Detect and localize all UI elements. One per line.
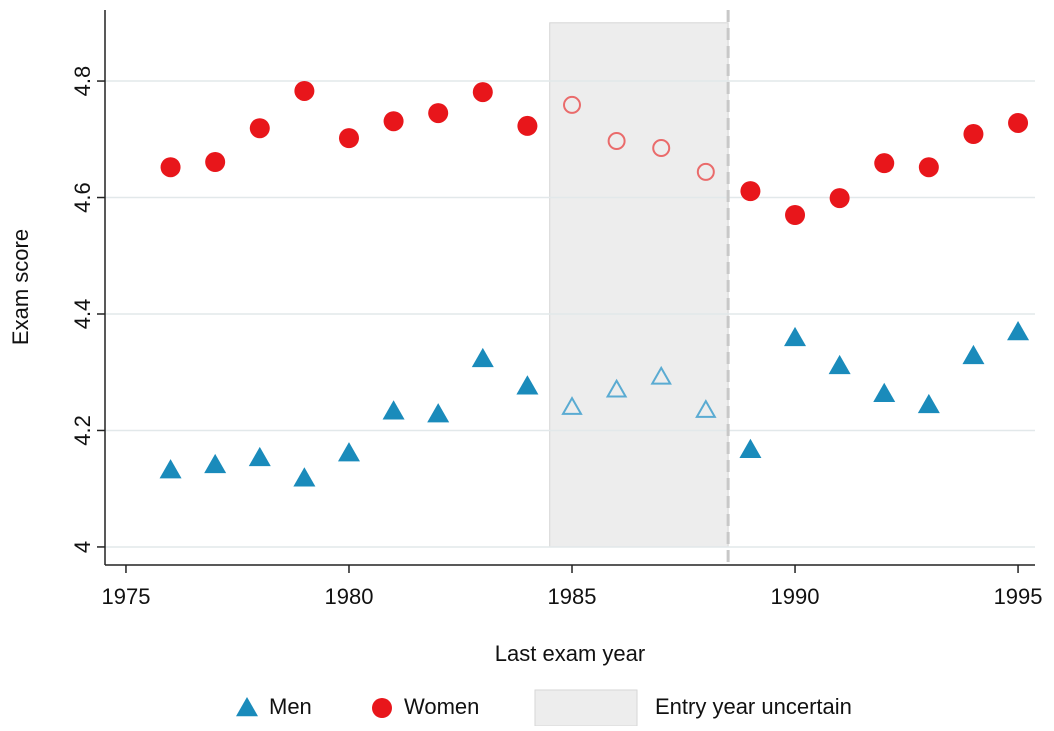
point [517,115,538,136]
point [204,453,227,474]
point [293,467,316,487]
x-tick-label: 1995 [994,584,1043,609]
point [652,139,671,158]
x-tick-label: 1980 [325,584,374,609]
point [160,157,181,178]
point [829,188,850,209]
point [695,399,717,418]
point [963,124,984,145]
point [563,95,582,114]
point [561,396,583,415]
point [784,326,807,347]
shaded-band [549,22,729,548]
point [828,354,851,375]
point [427,403,450,423]
point [205,151,226,172]
point [428,103,449,124]
point [471,347,494,368]
point [874,153,895,174]
y-tick-label: 4.6 [70,182,95,213]
point [338,128,359,149]
y-tick-label: 4 [70,541,95,553]
point [382,400,405,420]
point [918,157,939,178]
legend-label: Women [404,694,479,719]
point [1008,112,1029,133]
x-tick-label: 1985 [548,584,597,609]
point [740,181,761,202]
y-tick-label: 4.4 [70,299,95,330]
point [294,80,315,101]
point [159,459,182,479]
point [873,382,896,403]
point [605,378,628,398]
point [785,204,806,225]
point [607,132,626,151]
y-tick-label: 4.2 [70,415,95,446]
point [249,118,270,139]
x-tick-label: 1990 [771,584,820,609]
point [739,438,762,458]
point [248,446,271,467]
point [472,82,493,103]
y-tick-label: 4.8 [70,66,95,97]
legend-label: Entry year uncertain [655,694,852,719]
y-axis-title: Exam score [8,229,33,345]
legend-label: Men [269,694,312,719]
point [337,442,360,462]
x-tick-label: 1975 [101,584,150,609]
legend-marker [372,698,392,718]
legend-swatch [534,689,638,727]
point [650,365,672,385]
point [1007,321,1030,341]
point [917,393,940,414]
point [516,375,539,395]
point [962,344,985,365]
point [696,162,715,181]
point [383,111,404,132]
legend-marker [236,697,258,717]
x-axis-title: Last exam year [495,641,645,666]
